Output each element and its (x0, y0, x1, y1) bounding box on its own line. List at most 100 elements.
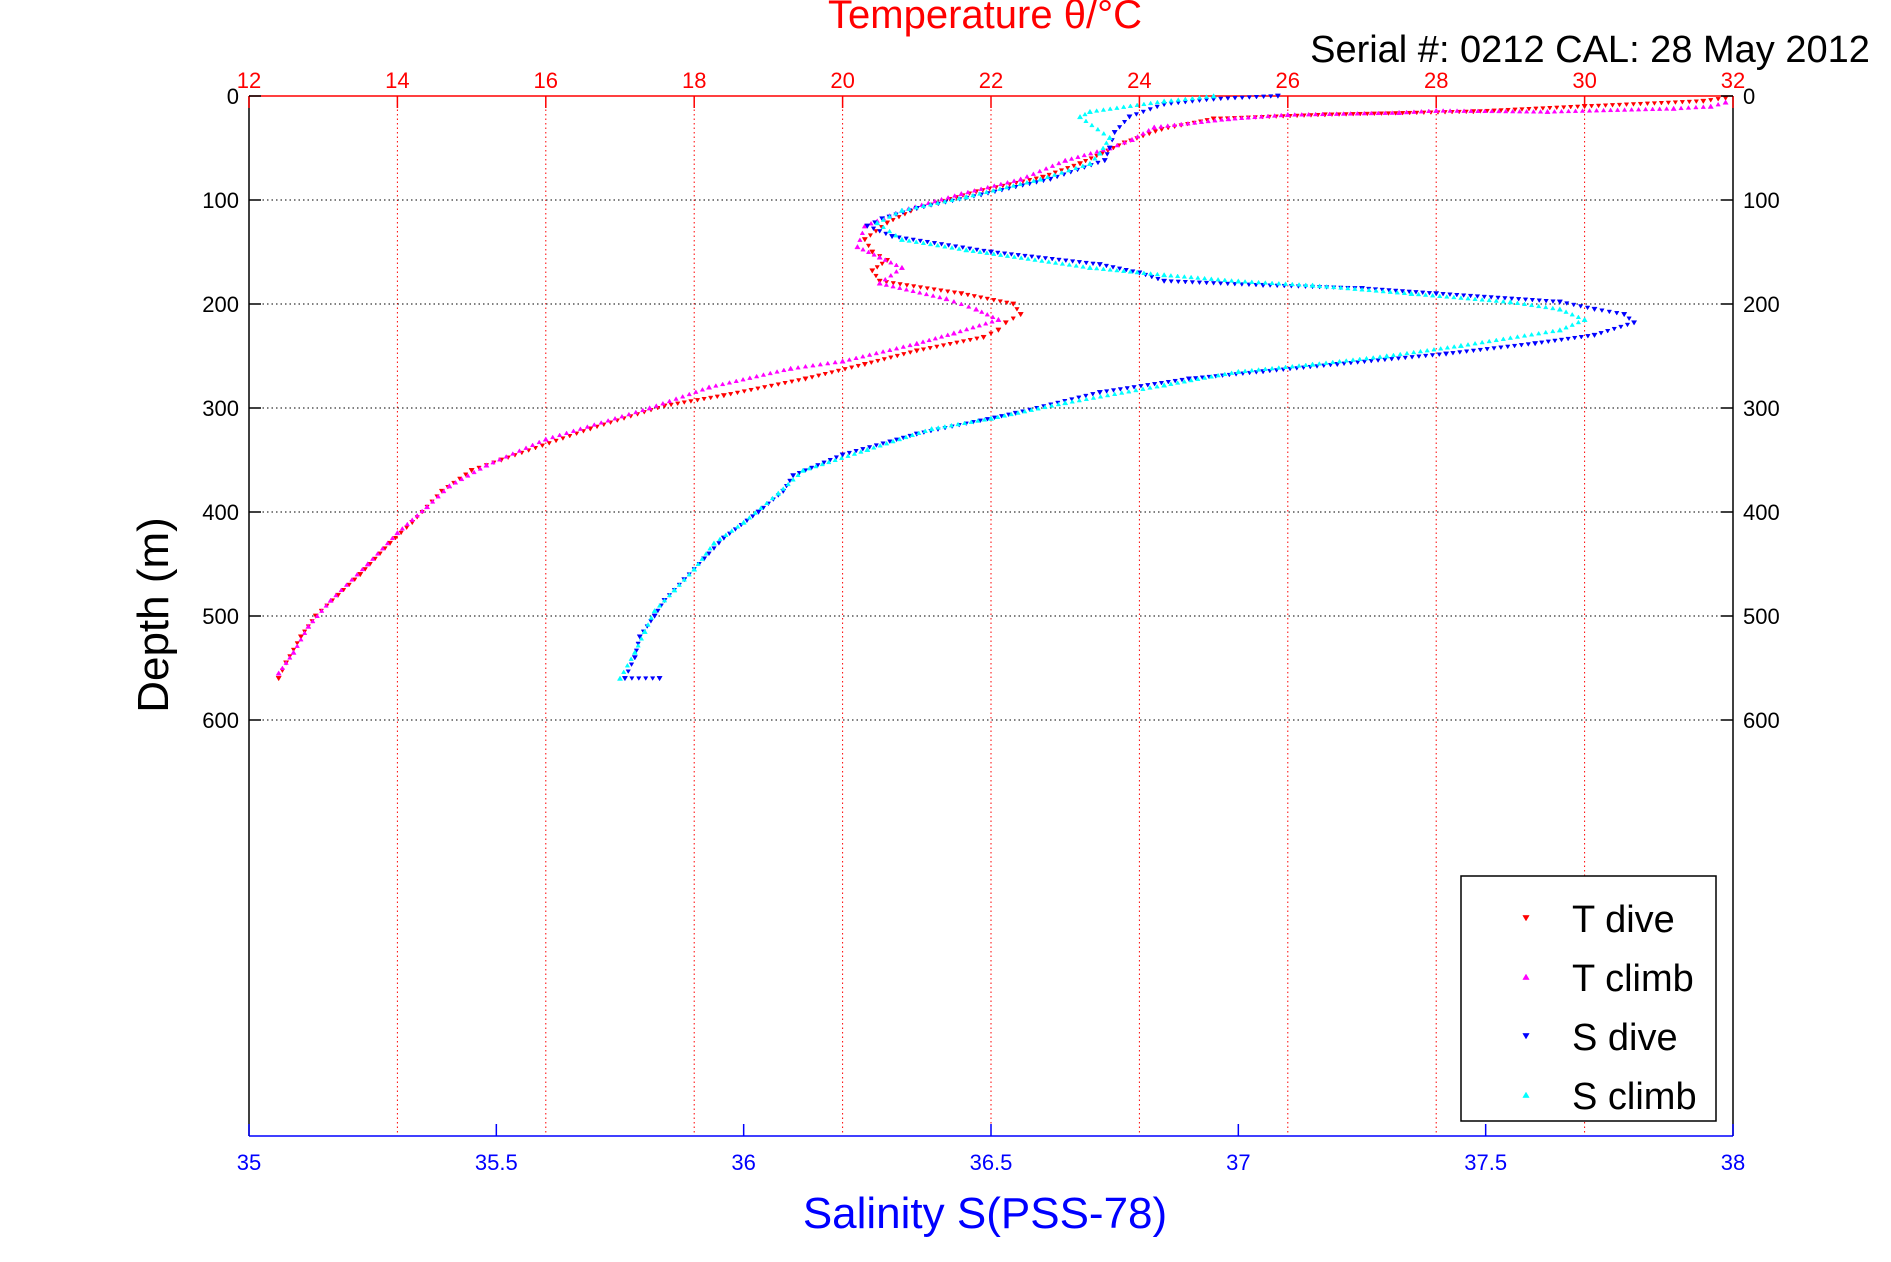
data-point (419, 508, 425, 514)
data-point (1437, 293, 1443, 298)
data-point (1010, 183, 1017, 188)
tick-label-temperature: 20 (830, 68, 854, 93)
data-point (869, 249, 876, 255)
tick-label-depth-right: 600 (1743, 708, 1780, 733)
data-point (1545, 339, 1551, 345)
data-point (468, 468, 475, 474)
data-point (1493, 298, 1499, 303)
data-point (1565, 336, 1571, 342)
data-point (298, 636, 304, 642)
data-point (983, 189, 990, 195)
data-point (1215, 372, 1221, 378)
data-point (1552, 338, 1558, 344)
data-point (1578, 335, 1584, 340)
data-point (1037, 168, 1043, 174)
data-point (970, 324, 976, 330)
data-point (1375, 110, 1381, 116)
data-point (1002, 320, 1009, 326)
data-point (790, 473, 797, 479)
data-point (1621, 312, 1628, 318)
data-point (1124, 386, 1130, 391)
data-point (1182, 96, 1188, 101)
data-point (1411, 109, 1417, 114)
tick-label-salinity: 35.5 (475, 1150, 518, 1175)
data-point (795, 472, 801, 477)
data-point (536, 439, 542, 445)
data-point (991, 251, 997, 256)
data-point (950, 330, 957, 336)
data-point (1066, 262, 1072, 267)
legend-marker-t-dive (1522, 915, 1530, 922)
data-point (893, 345, 900, 351)
data-point (775, 490, 782, 496)
data-point (1572, 335, 1578, 341)
data-point (931, 287, 937, 292)
data-point (987, 249, 995, 255)
data-point (877, 442, 883, 448)
data-point (1605, 329, 1611, 334)
data-point (1489, 108, 1495, 114)
data-point (1289, 281, 1295, 287)
data-point (953, 244, 959, 249)
data-point (1015, 410, 1021, 415)
data-point (695, 561, 701, 567)
legend-label: S dive (1572, 1017, 1678, 1059)
data-point (1309, 361, 1316, 367)
data-point (1008, 252, 1015, 257)
data-point (819, 461, 825, 467)
data-point (1500, 336, 1506, 341)
data-point (945, 332, 951, 337)
data-point (680, 393, 686, 399)
data-point (839, 358, 846, 364)
data-point (977, 418, 984, 424)
data-point (1001, 413, 1008, 418)
data-point (529, 442, 536, 447)
data-point (631, 649, 638, 655)
legend-marker-t-climb (1522, 973, 1530, 980)
data-point (991, 183, 997, 188)
data-point (716, 541, 722, 546)
data-point (868, 360, 874, 366)
data-point (1004, 179, 1011, 185)
data-point (916, 430, 922, 435)
data-point (871, 445, 877, 450)
data-point (1316, 283, 1323, 288)
data-point (1046, 259, 1052, 264)
data-point (1521, 333, 1528, 338)
data-point (1282, 281, 1289, 286)
data-point (1029, 254, 1035, 260)
data-point (1482, 108, 1488, 114)
data-point (1415, 291, 1422, 297)
data-point (1147, 107, 1153, 112)
data-point (1581, 316, 1588, 322)
data-point (629, 676, 635, 681)
data-point (1134, 102, 1140, 107)
data-point (810, 362, 816, 368)
data-point (1556, 299, 1563, 305)
tick-label-temperature: 16 (534, 68, 558, 93)
data-point (643, 676, 649, 681)
data-point (947, 342, 953, 347)
data-point (706, 551, 712, 557)
data-point (1354, 110, 1360, 116)
data-point (294, 641, 300, 646)
data-point (1493, 337, 1499, 343)
data-point (1429, 353, 1436, 358)
data-point (1249, 279, 1255, 284)
data-point (958, 190, 965, 197)
data-point (1203, 94, 1210, 99)
data-point (681, 400, 687, 405)
data-point (1306, 111, 1312, 117)
data-point (1512, 107, 1518, 113)
data-point (1479, 297, 1485, 302)
data-point (942, 424, 948, 429)
data-point (1133, 112, 1140, 117)
data-point (1158, 381, 1165, 386)
data-point (1616, 102, 1623, 108)
data-point (1017, 312, 1024, 318)
data-point (913, 239, 919, 244)
data-point (802, 376, 809, 382)
data-point (1238, 115, 1245, 120)
data-points (275, 93, 1729, 682)
data-point (1598, 331, 1604, 336)
